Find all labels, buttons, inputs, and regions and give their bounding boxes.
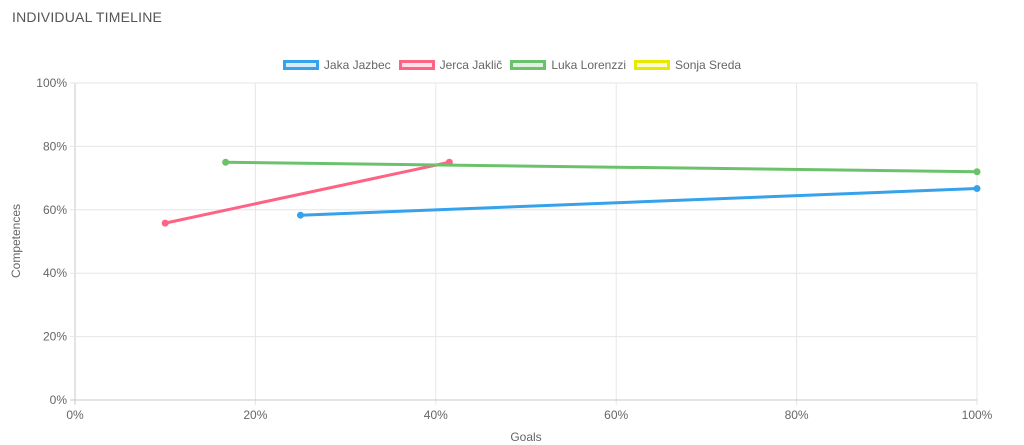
legend-label: Jerca Jaklič <box>439 58 503 72</box>
x-tick-label: 0% <box>66 408 84 422</box>
legend-label: Luka Lorenzzi <box>551 58 627 72</box>
data-point-jaka-jazbec[interactable] <box>973 185 981 193</box>
legend-item-jaka-jazbec[interactable]: Jaka Jazbec <box>282 58 391 72</box>
legend-item-jerca-jaklic[interactable]: Jerca Jaklič <box>398 58 503 72</box>
y-axis-title: Competences <box>9 204 23 278</box>
y-tick-label: 100% <box>36 76 67 90</box>
data-point-luka-lorenzzi[interactable] <box>222 158 230 166</box>
legend-item-luka-lorenzzi[interactable]: Luka Lorenzzi <box>510 58 626 72</box>
legend-swatch <box>510 60 547 70</box>
legend-item-sonja-sreda[interactable]: Sonja Sreda <box>634 58 741 72</box>
x-axis-title: Goals <box>510 430 541 444</box>
page-title: INDIVIDUAL TIMELINE <box>12 9 163 25</box>
legend-swatch <box>398 60 435 70</box>
x-tick-label: 80% <box>785 408 809 422</box>
y-tick-label: 80% <box>43 139 67 153</box>
legend-swatch <box>634 60 671 70</box>
y-tick-label: 60% <box>43 203 67 217</box>
x-tick-label: 100% <box>962 408 993 422</box>
chart-legend: Jaka Jazbec Jerca Jaklič Luka Lorenzzi S… <box>0 58 1024 72</box>
data-point-luka-lorenzzi[interactable] <box>973 168 981 176</box>
legend-label: Sonja Sreda <box>675 58 742 72</box>
data-point-jerca-jaklic[interactable] <box>161 219 169 227</box>
y-tick-label: 20% <box>43 330 67 344</box>
legend-swatch <box>282 60 319 70</box>
y-tick-label: 0% <box>50 393 68 407</box>
x-tick-label: 40% <box>424 408 448 422</box>
y-tick-label: 40% <box>43 266 67 280</box>
x-tick-label: 20% <box>243 408 267 422</box>
series-line-jaka-jazbec <box>300 187 978 217</box>
x-tick-label: 60% <box>604 408 628 422</box>
data-point-jaka-jazbec[interactable] <box>297 211 304 219</box>
series-line-luka-lorenzzi <box>225 160 978 174</box>
legend-label: Jaka Jazbec <box>323 58 391 72</box>
series-line-jerca-jaklic <box>164 160 450 225</box>
